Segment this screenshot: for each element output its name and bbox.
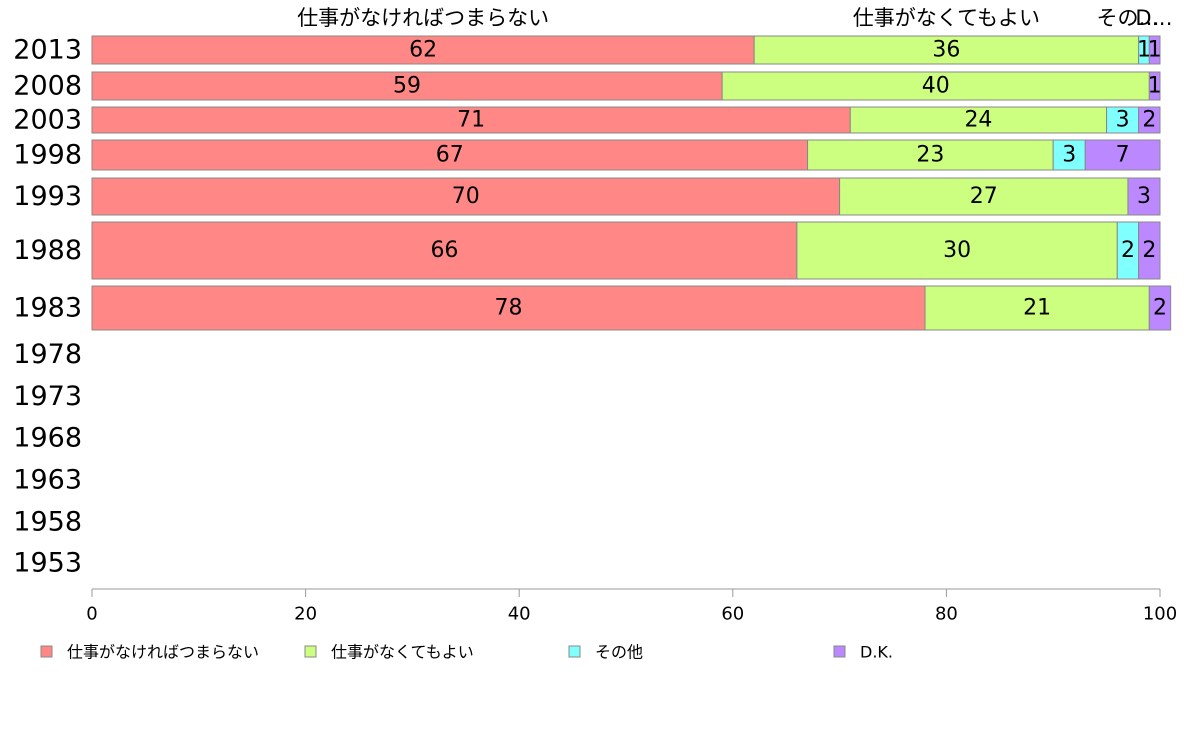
data-label-1993-series-2: 27 (970, 184, 998, 209)
year-label-2008: 2008 (13, 71, 82, 102)
x-tick-label-100: 100 (1143, 604, 1177, 625)
data-label-1998-series-1: 67 (436, 143, 464, 168)
year-label-1968: 1968 (13, 423, 82, 454)
legend-label-3: その他 (595, 643, 643, 662)
top-series-labels: 仕事がなければつまらない 仕事がなくてもよい その…D… (297, 6, 1173, 30)
bar-1988-series-2 (796, 221, 1118, 280)
x-tick-label-60: 60 (721, 604, 744, 625)
data-label-2003-series-1: 71 (457, 108, 485, 133)
bar-1983-series-4 (1148, 285, 1172, 331)
top-series-label-2: 仕事がなくてもよい (853, 6, 1040, 30)
year-label-1973: 1973 (13, 381, 82, 412)
legend-swatch-1 (40, 645, 53, 658)
bar-1983-series-2 (924, 285, 1150, 331)
legend-swatch-4 (833, 645, 846, 658)
x-tick-label-40: 40 (508, 604, 531, 625)
data-label-1983-series-4: 2 (1153, 296, 1167, 321)
data-label-1998-series-2: 23 (916, 143, 944, 168)
data-label-2013-series-1: 62 (409, 38, 437, 63)
year-label-1958: 1958 (13, 507, 82, 538)
bar-1983-series-1 (91, 285, 926, 331)
bar-2013-series-4 (1148, 35, 1161, 65)
data-label-2008-series-2: 40 (922, 74, 950, 99)
data-label-2003-series-2: 24 (964, 108, 992, 133)
legend-swatch-3 (568, 645, 581, 658)
bar-1993-series-1 (91, 177, 841, 216)
year-label-1988: 1988 (13, 235, 82, 266)
legend-label-4: D.K. (860, 643, 893, 662)
bar-2003-series-3 (1106, 106, 1140, 134)
data-label-1983-series-2: 21 (1023, 296, 1051, 321)
data-label-2008-series-4: 1 (1148, 74, 1162, 99)
bar-1998-series-3 (1052, 139, 1086, 171)
bar-1988-series-4 (1138, 221, 1161, 280)
data-label-2003-series-3: 3 (1116, 108, 1130, 133)
year-label-1993: 1993 (13, 181, 82, 212)
data-label-2013-series-4: 1 (1148, 38, 1162, 63)
bar-1998-series-4 (1084, 139, 1161, 171)
data-label-2008-series-1: 59 (393, 74, 421, 99)
year-label-2003: 2003 (13, 105, 82, 136)
data-label-1983-series-1: 78 (495, 296, 523, 321)
bar-2003-series-4 (1138, 106, 1161, 134)
x-axis: 0 20 40 60 80 100 (86, 588, 1177, 625)
data-label-1993-series-1: 70 (452, 184, 480, 209)
legend: 仕事がなければつまらない 仕事がなくてもよい その他 D.K. (40, 643, 893, 662)
year-label-1953: 1953 (13, 548, 82, 579)
bar-2013-series-2 (753, 35, 1140, 65)
legend-label-1: 仕事がなければつまらない (67, 643, 259, 662)
x-tick-label-0: 0 (86, 604, 97, 625)
data-label-2013-series-3: 1 (1137, 38, 1151, 63)
data-label-1993-series-4: 3 (1137, 184, 1151, 209)
data-label-1998-series-4: 7 (1116, 143, 1130, 168)
data-label-1988-series-2: 30 (943, 238, 971, 263)
top-series-label-3: その… (1097, 6, 1160, 30)
data-label-1998-series-3: 3 (1062, 143, 1076, 168)
bar-1998-series-1 (91, 139, 809, 171)
year-label-1978: 1978 (13, 339, 82, 370)
top-series-label-4: D… (1135, 6, 1172, 30)
data-label-1988-series-1: 66 (430, 238, 458, 263)
bar-2013-series-1 (91, 35, 755, 65)
legend-swatch-2 (304, 645, 317, 658)
data-label-1988-series-4: 2 (1142, 238, 1156, 263)
bar-2008-series-4 (1148, 71, 1161, 101)
year-label-2013: 2013 (13, 35, 82, 66)
year-label-1983: 1983 (13, 293, 82, 324)
bar-1998-series-2 (807, 139, 1054, 171)
data-label-2003-series-4: 2 (1142, 108, 1156, 133)
x-tick-label-80: 80 (935, 604, 958, 625)
x-tick-label-20: 20 (294, 604, 317, 625)
legend-label-2: 仕事がなくてもよい (331, 643, 474, 662)
data-label-1988-series-3: 2 (1121, 238, 1135, 263)
year-label-1998: 1998 (13, 140, 82, 171)
bar-1993-series-4 (1127, 177, 1161, 216)
year-label-1963: 1963 (13, 465, 82, 496)
top-series-label-1: 仕事がなければつまらない (297, 6, 549, 30)
data-label-2013-series-2: 36 (932, 38, 960, 63)
